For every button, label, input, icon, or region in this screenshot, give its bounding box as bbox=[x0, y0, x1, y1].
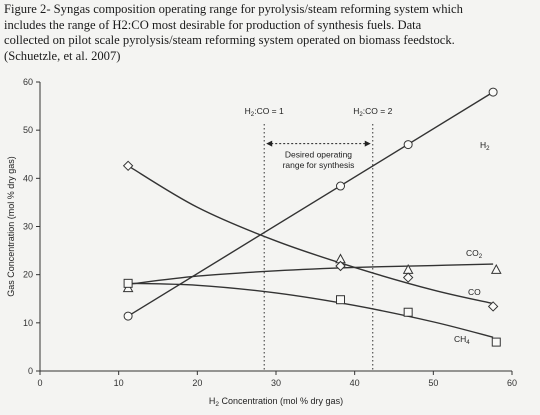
x-tick-label: 50 bbox=[428, 378, 438, 388]
point-h2 bbox=[403, 140, 413, 150]
caption-line: includes the range of H2:CO most desirab… bbox=[4, 17, 422, 32]
series-line-ch4 bbox=[128, 282, 494, 338]
x-axis-title: H2 Concentration (mol % dry gas) bbox=[209, 396, 343, 408]
series-label-co2: CO2 bbox=[466, 248, 483, 260]
y-tick-label: 0 bbox=[28, 366, 33, 376]
figure-caption: Figure 2- Syngas composition operating r… bbox=[4, 2, 534, 64]
point-ch4 bbox=[491, 337, 501, 347]
series-line-co2 bbox=[128, 263, 494, 285]
y-tick-label: 30 bbox=[23, 222, 33, 232]
point-co bbox=[122, 160, 134, 172]
ratio-line-label: H2:CO = 1 bbox=[245, 106, 284, 118]
y-axis-title: Gas Concentration (mol % dry gas) bbox=[6, 156, 16, 297]
x-tick-label: 30 bbox=[271, 378, 281, 388]
ratio-line-label: H2:CO = 2 bbox=[353, 106, 392, 118]
range-label: Desired operating bbox=[285, 150, 352, 160]
caption-line: (Schuetzle, et al. 2007) bbox=[4, 48, 121, 63]
series-label-h2: H2 bbox=[480, 140, 490, 152]
series-line-co bbox=[127, 165, 494, 305]
point-co bbox=[402, 272, 414, 283]
x-tick-label: 40 bbox=[350, 378, 360, 388]
y-tick-label: 50 bbox=[23, 125, 33, 135]
y-tick-label: 60 bbox=[23, 77, 33, 87]
point-h2 bbox=[123, 311, 133, 321]
point-ch4 bbox=[123, 278, 133, 288]
y-tick-label: 10 bbox=[23, 318, 33, 328]
x-tick-label: 0 bbox=[37, 378, 42, 388]
point-h2 bbox=[488, 87, 498, 97]
range-arrow-head-right bbox=[364, 140, 371, 147]
range-label: range for synthesis bbox=[283, 160, 355, 170]
point-h2 bbox=[336, 181, 346, 191]
series-label-ch4: CH4 bbox=[454, 334, 470, 346]
y-tick-label: 20 bbox=[23, 270, 33, 280]
series-label-co: CO bbox=[468, 287, 481, 297]
x-tick-label: 10 bbox=[114, 378, 124, 388]
caption-line: collected on pilot scale pyrolysis/steam… bbox=[4, 33, 455, 47]
point-ch4 bbox=[403, 307, 413, 317]
point-co bbox=[335, 260, 346, 272]
point-co bbox=[487, 301, 499, 312]
range-arrow-head-left bbox=[266, 140, 273, 147]
point-co2 bbox=[490, 264, 502, 274]
point-ch4 bbox=[336, 295, 346, 305]
x-tick-label: 60 bbox=[507, 378, 517, 388]
caption-line: Figure 2- Syngas composition operating r… bbox=[4, 2, 463, 16]
x-tick-label: 20 bbox=[192, 378, 202, 388]
y-tick-label: 40 bbox=[23, 173, 33, 183]
series-line-h2 bbox=[127, 91, 494, 317]
